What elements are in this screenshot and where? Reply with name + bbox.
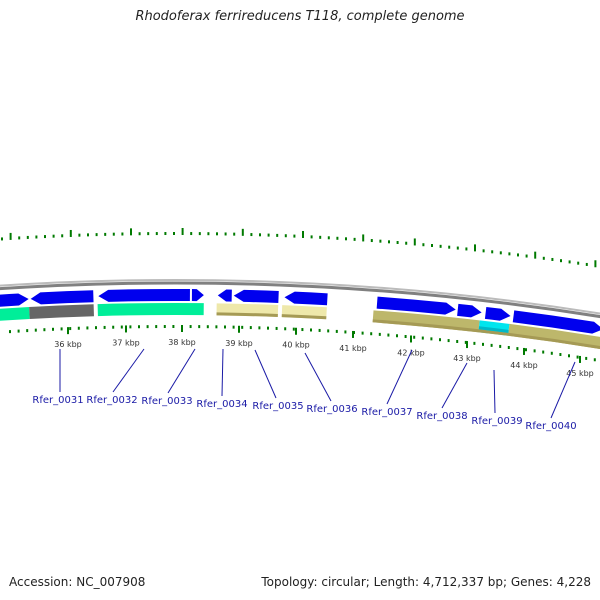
cds-arrow <box>484 307 511 321</box>
backbone-outer-line <box>0 279 600 315</box>
ruler-kbp-label: 38 kbp <box>168 338 196 347</box>
gene-leader-line <box>304 352 332 402</box>
gene-leader-line <box>167 348 196 394</box>
gene-label[interactable]: Rfer_0034 <box>196 399 247 410</box>
cog-track <box>0 302 600 349</box>
gene-label[interactable]: Rfer_0032 <box>86 395 137 406</box>
backbone-track <box>0 279 600 319</box>
ruler-kbp-label: 44 kbp <box>510 361 538 370</box>
cds-arrow <box>284 291 328 306</box>
genome-summary-text: Topology: circular; Length: 4,712,337 bp… <box>261 575 591 589</box>
gene-label[interactable]: Rfer_0039 <box>471 416 522 427</box>
gene-label[interactable]: Rfer_0036 <box>306 404 357 415</box>
cds-arrow <box>376 296 456 315</box>
ruler-kbp-label: 45 kbp <box>566 369 594 378</box>
cds-arrow <box>30 290 94 305</box>
ruler-kbp-label: 36 kbp <box>54 340 82 349</box>
cds-arrow <box>217 289 232 302</box>
gene-label[interactable]: Rfer_0031 <box>32 395 83 406</box>
accession-text: Accession: NC_007908 <box>9 575 146 589</box>
gene-leader-line <box>386 349 413 405</box>
gene-leader-line <box>441 362 468 409</box>
gene-label[interactable]: Rfer_0033 <box>141 396 192 407</box>
ruler-kbp-label: 43 kbp <box>453 354 481 363</box>
gene-label[interactable]: Rfer_0037 <box>361 407 412 418</box>
gene-label[interactable]: Rfer_0035 <box>252 401 303 412</box>
cog-block-edge <box>216 312 278 317</box>
ruler-kbp-label: 40 kbp <box>282 341 310 350</box>
gene-leader-line <box>221 348 224 397</box>
cog-block-edge <box>478 326 509 333</box>
cds-arrow <box>457 303 482 318</box>
cds-arrow <box>191 289 204 302</box>
ruler-kbp-label: 39 kbp <box>225 339 253 348</box>
map-title: Rhodoferax ferrireducens T118, complete … <box>135 9 465 24</box>
cds-arrow <box>0 293 29 307</box>
cds-arrow <box>512 310 600 334</box>
ruler-kbp-label: 41 kbp <box>339 344 367 353</box>
cog-block-edge <box>372 319 600 349</box>
cog-block <box>0 306 30 321</box>
gene-leader-line <box>112 348 145 393</box>
cog-block-edge <box>281 314 327 320</box>
gene-leader-line <box>493 369 496 414</box>
gene-label[interactable]: Rfer_0040 <box>525 421 576 432</box>
ruler-kbp-label: 37 kbp <box>112 338 140 347</box>
cog-block <box>29 304 94 319</box>
cog-block <box>97 302 204 317</box>
cds-track <box>0 289 600 334</box>
gene-leader-line <box>254 349 277 399</box>
gene-leader-line <box>550 361 576 419</box>
cds-arrow <box>98 289 190 302</box>
gene-label-track: Rfer_0031 Rfer_0032 Rfer_0033 Rfer_0034 Rfer… <box>32 348 577 432</box>
gc-content-track <box>1 228 597 268</box>
backbone-line <box>0 281 600 319</box>
cds-arrow <box>233 289 279 303</box>
gene-label[interactable]: Rfer_0038 <box>416 411 467 422</box>
